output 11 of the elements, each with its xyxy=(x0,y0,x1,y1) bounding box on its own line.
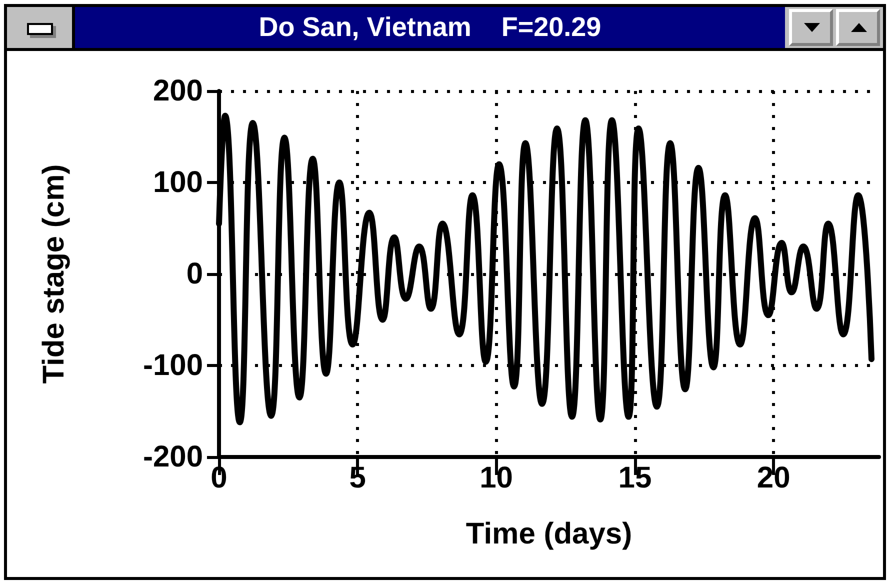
y-tick-label: -100 xyxy=(142,349,203,382)
x-tick-label: 20 xyxy=(756,462,790,494)
y-tick-label: 200 xyxy=(152,74,203,108)
x-tick-label: 10 xyxy=(480,462,513,494)
chart-title: Do San, Vietnam F=20.29 xyxy=(75,7,785,48)
y-tick-label: -200 xyxy=(142,440,203,474)
y-axis-title: Tide stage (cm) xyxy=(38,164,70,384)
y-tick-label: 0 xyxy=(186,258,203,290)
y-tick-label: 100 xyxy=(152,166,203,199)
x-tick-label: 15 xyxy=(618,462,652,494)
x-axis-title: Time (days) xyxy=(466,518,632,550)
